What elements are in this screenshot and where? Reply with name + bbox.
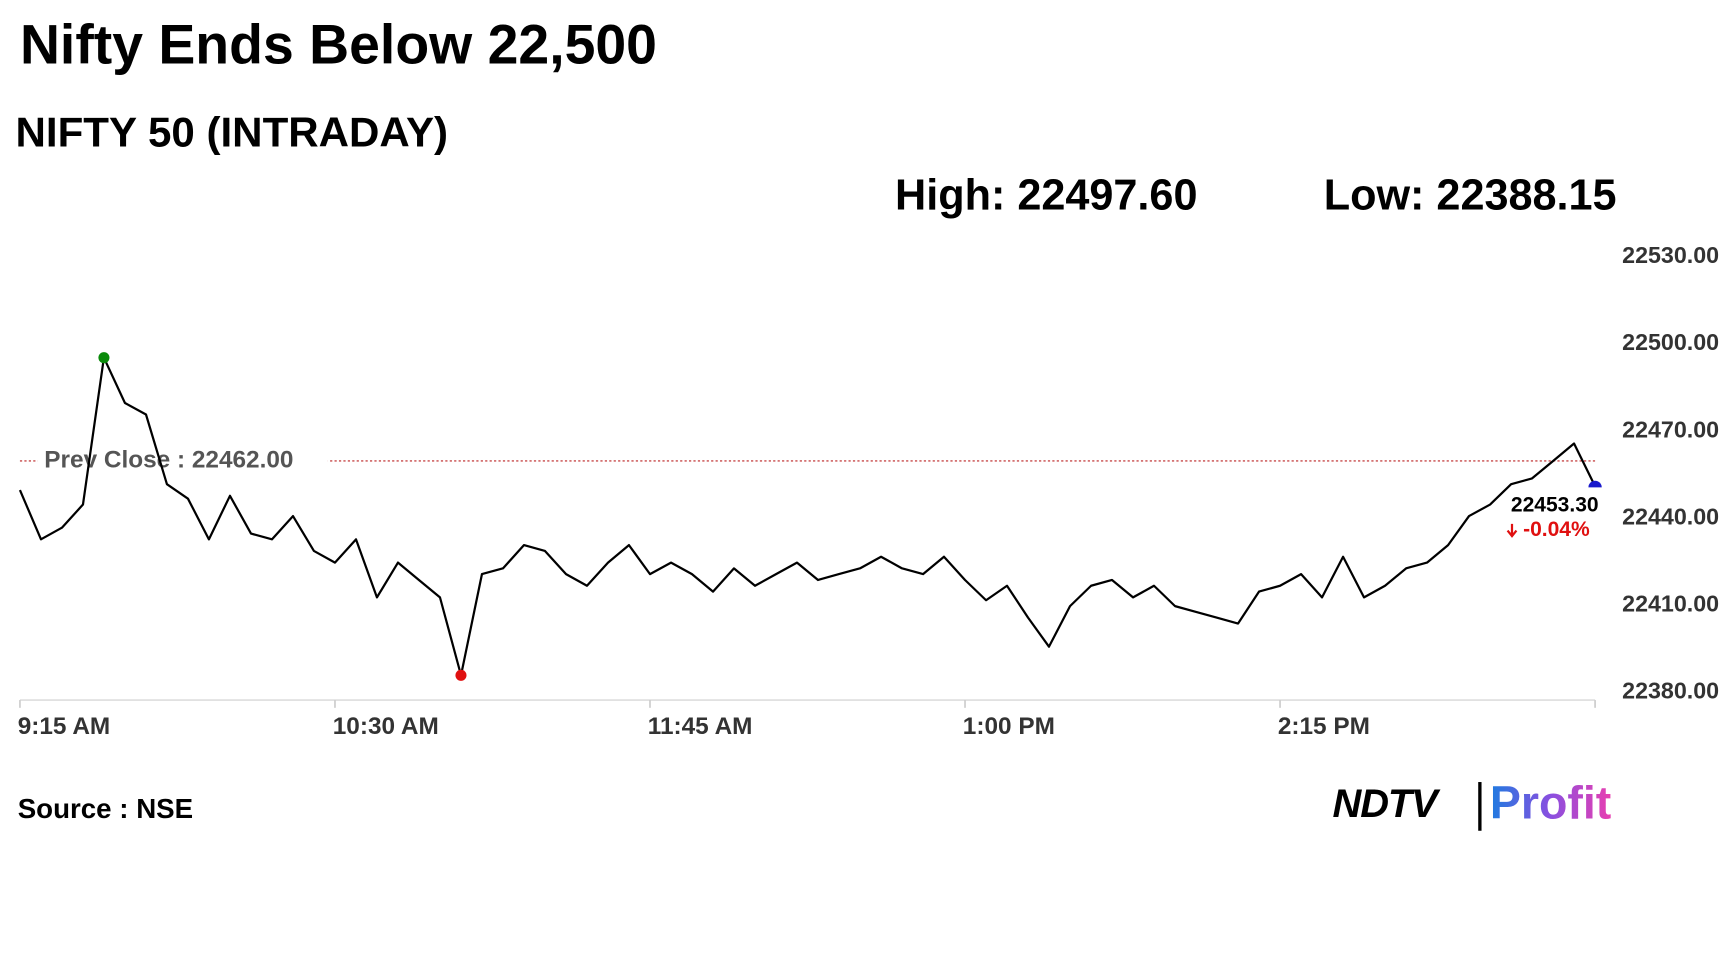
source: Source : NSE <box>18 793 193 824</box>
x-tick-label: 9:15 AM <box>18 713 111 740</box>
down-arrow <box>1506 523 1518 538</box>
y-tick-label: 22410.00 <box>1622 590 1719 616</box>
prev-close-bg <box>37 444 328 478</box>
x-tick-label: 11:45 AM <box>648 713 753 740</box>
change-label: -0.04% <box>1523 518 1590 541</box>
high-label: High: 22497.60 <box>895 172 1197 220</box>
price-line <box>18 356 1597 677</box>
prev-close-label: Prev Close : 22462.00 <box>44 446 293 473</box>
high-marker <box>98 352 110 364</box>
x-tick-label: 1:00 PM <box>963 713 1055 740</box>
y-tick-label: 22470.00 <box>1622 416 1719 442</box>
logo-profit: Profit <box>1490 777 1611 829</box>
y-tick-label: 22380.00 <box>1622 677 1719 703</box>
last-label-bg <box>1508 492 1609 547</box>
last-value-label: 22453.30 <box>1511 494 1599 517</box>
x-tick-label: 2:15 PM <box>1278 713 1370 740</box>
low-marker <box>455 669 467 681</box>
chart-title: Nifty Ends Below 22,500 <box>20 13 657 75</box>
low-label: Low: 22388.15 <box>1324 172 1617 220</box>
chart-subtitle: NIFTY 50 (INTRADAY) <box>16 108 449 155</box>
x-tick-label: 10:30 AM <box>333 713 439 740</box>
y-tick-label: 22440.00 <box>1622 503 1719 529</box>
last-marker <box>1588 480 1602 488</box>
y-tick-label: 22500.00 <box>1622 329 1719 355</box>
logo-ndtv: NDTV <box>1333 782 1442 826</box>
y-tick-label: 22530.00 <box>1622 242 1719 268</box>
